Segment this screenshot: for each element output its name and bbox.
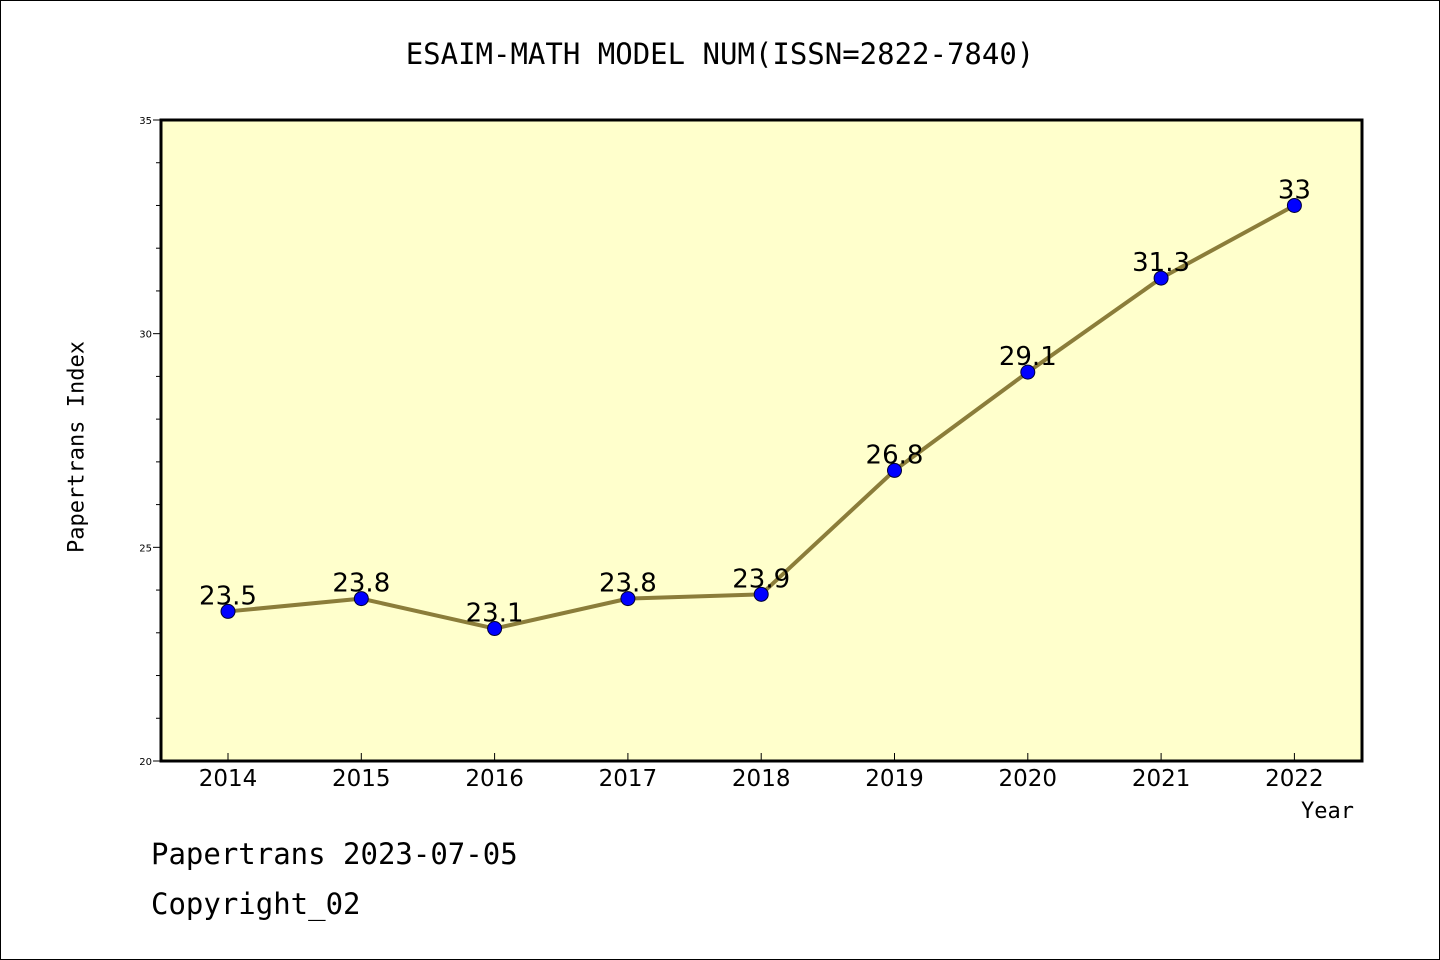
x-tick-label: 2021 xyxy=(1132,766,1191,792)
x-tick-label: 2014 xyxy=(199,766,258,792)
data-label: 26.8 xyxy=(866,440,924,470)
x-tick-label: 2020 xyxy=(999,766,1058,792)
data-label: 23.5 xyxy=(199,581,257,611)
data-point xyxy=(1153,270,1169,286)
data-point xyxy=(1286,197,1302,213)
chart-title: ESAIM-MATH MODEL NUM(ISSN=2822-7840) xyxy=(405,37,1035,71)
x-tick-label: 2015 xyxy=(332,766,391,792)
data-point xyxy=(353,591,369,607)
x-tick-label: 2022 xyxy=(1265,766,1324,792)
y-tick-label: 20 xyxy=(139,757,152,768)
data-point xyxy=(220,603,236,619)
y-tick-label: 25 xyxy=(139,543,152,554)
data-point xyxy=(753,586,769,602)
x-tick-label: 2019 xyxy=(865,766,924,792)
data-label: 29.1 xyxy=(999,342,1057,372)
y-tick-label: 30 xyxy=(139,330,152,341)
footer-copyright: Copyright_02 xyxy=(151,887,361,921)
x-tick-label: 2016 xyxy=(465,766,524,792)
x-tick-label: 2018 xyxy=(732,766,791,792)
data-label: 23.8 xyxy=(332,569,390,599)
data-label: 23.1 xyxy=(466,599,524,629)
x-tick-label: 2017 xyxy=(599,766,658,792)
data-point xyxy=(887,462,902,478)
footer-date: Papertrans 2023-07-05 xyxy=(151,837,518,871)
y-tick-label: 35 xyxy=(139,116,152,127)
data-label: 31.3 xyxy=(1132,248,1190,278)
data-label: 33 xyxy=(1278,175,1311,205)
x-axis-label: Year xyxy=(1301,799,1354,824)
data-point xyxy=(487,621,503,637)
data-point xyxy=(1020,364,1036,380)
data-label: 23.9 xyxy=(732,564,790,594)
data-point xyxy=(620,591,636,607)
plot-area xyxy=(159,118,1364,763)
data-label: 23.8 xyxy=(599,569,657,599)
